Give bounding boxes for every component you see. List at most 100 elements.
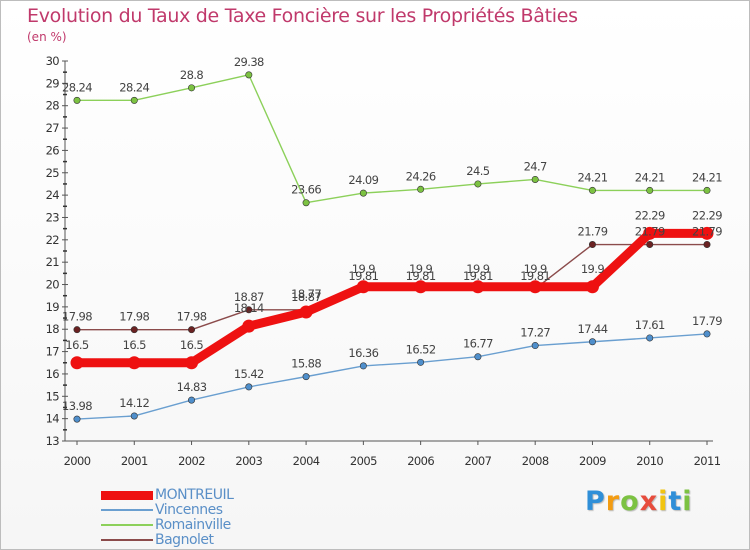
- y-tick-label: 25: [46, 166, 60, 180]
- legend-swatch-bagnolet: [101, 539, 153, 541]
- data-point-bagnolet: [245, 306, 253, 314]
- data-point-montreuil: [643, 226, 657, 240]
- logo-letter: o: [620, 486, 640, 517]
- logo-letter: r: [605, 486, 621, 517]
- data-label-vincennes: 16.77: [463, 337, 493, 351]
- chart-title: Evolution du Taux de Taxe Foncière sur l…: [27, 5, 578, 27]
- y-tick-label: 23: [46, 210, 60, 224]
- data-point-vincennes: [188, 396, 196, 404]
- data-label-romainville: 24.7: [524, 159, 547, 173]
- data-label-romainville: 29.38: [234, 55, 264, 69]
- data-label-romainville: 28.24: [119, 80, 149, 94]
- data-point-montreuil: [356, 280, 370, 294]
- data-point-montreuil: [299, 305, 313, 319]
- data-label-vincennes: 14.12: [119, 396, 149, 410]
- y-tick-label: 22: [46, 233, 60, 247]
- data-point-romainville: [73, 96, 81, 104]
- y-tick-label: 30: [46, 54, 60, 68]
- data-label-vincennes: 15.88: [291, 357, 321, 371]
- data-label-montreuil: 18.14: [234, 301, 264, 315]
- data-point-montreuil: [585, 280, 599, 294]
- data-label-bagnolet: 17.98: [177, 310, 207, 324]
- data-label-montreuil: 22.29: [692, 208, 722, 222]
- data-point-vincennes: [474, 353, 482, 361]
- data-label-vincennes: 17.44: [577, 322, 607, 336]
- legend-label-montreuil: MONTREUIL: [155, 487, 234, 503]
- y-tick-label: 13: [46, 434, 60, 448]
- data-label-vincennes: 16.36: [348, 346, 378, 360]
- series-line-vincennes: [76, 333, 708, 420]
- legend-item-bagnolet: Bagnolet: [101, 533, 233, 548]
- data-point-vincennes: [302, 373, 310, 381]
- data-point-montreuil: [127, 356, 141, 370]
- data-label-bagnolet: 21.79: [635, 225, 665, 239]
- data-label-montreuil: 19.9: [581, 262, 604, 276]
- chart-subtitle: (en %): [27, 30, 67, 44]
- data-point-vincennes: [646, 334, 654, 342]
- legend-swatch-montreuil: [101, 490, 153, 500]
- legend: MONTREUIL Vincennes Romainville Bagnolet: [101, 487, 234, 548]
- data-label-montreuil: 22.29: [635, 208, 665, 222]
- logo-letter: t: [668, 486, 683, 517]
- data-point-bagnolet: [130, 326, 138, 334]
- legend-item-romainville: Romainville: [101, 518, 233, 533]
- x-tick-label: 2010: [636, 454, 663, 468]
- x-tick-label: 2006: [407, 454, 434, 468]
- data-label-montreuil: 16.5: [123, 338, 146, 352]
- data-label-bagnolet: 17.98: [62, 310, 92, 324]
- legend-label-bagnolet: Bagnolet: [155, 532, 214, 548]
- data-point-vincennes: [531, 342, 539, 350]
- proxiti-logo: Proxiti: [585, 486, 693, 517]
- data-point-vincennes: [245, 383, 253, 391]
- legend-item-vincennes: Vincennes: [101, 503, 233, 518]
- y-tick-label: 21: [46, 255, 60, 269]
- data-label-vincennes: 13.98: [62, 399, 92, 413]
- data-point-bagnolet: [703, 241, 711, 249]
- data-label-bagnolet: 19.81: [463, 269, 493, 283]
- data-label-bagnolet: 17.98: [119, 310, 149, 324]
- legend-swatch-romainville: [101, 524, 153, 526]
- data-point-vincennes: [417, 358, 425, 366]
- data-point-montreuil: [528, 280, 542, 294]
- series-line-montreuil: [72, 228, 712, 368]
- data-label-bagnolet: 18.87: [234, 290, 264, 304]
- legend-item-montreuil: MONTREUIL: [101, 487, 234, 503]
- data-point-vincennes: [130, 412, 138, 420]
- series-lines-layer: [70, 71, 714, 423]
- data-point-montreuil: [700, 226, 714, 240]
- data-point-romainville: [245, 71, 253, 79]
- data-label-vincennes: 15.42: [234, 367, 264, 381]
- data-point-bagnolet: [73, 326, 81, 334]
- y-tick-label: 26: [46, 143, 60, 157]
- data-point-montreuil: [185, 356, 199, 370]
- data-point-vincennes: [359, 362, 367, 370]
- data-point-bagnolet: [188, 326, 196, 334]
- data-point-romainville: [417, 185, 425, 193]
- data-point-bagnolet: [646, 241, 654, 249]
- data-point-vincennes: [73, 415, 81, 423]
- data-label-bagnolet: 18.87: [291, 290, 321, 304]
- y-tick-label: 19: [46, 300, 60, 314]
- data-point-romainville: [474, 180, 482, 188]
- data-label-bagnolet: 21.79: [577, 225, 607, 239]
- data-label-bagnolet: 19.81: [520, 269, 550, 283]
- y-tick-label: 29: [46, 76, 60, 90]
- data-point-montreuil: [471, 280, 485, 294]
- data-point-romainville: [359, 189, 367, 197]
- x-tick-label: 2001: [121, 454, 148, 468]
- y-tick-label: 24: [46, 188, 60, 202]
- data-label-bagnolet: 21.79: [692, 225, 722, 239]
- y-tick-label: 14: [46, 412, 60, 426]
- data-point-romainville: [646, 186, 654, 194]
- logo-letter: i: [658, 486, 669, 517]
- x-tick-label: 2003: [235, 454, 262, 468]
- y-tick-label: 27: [46, 121, 60, 135]
- data-label-romainville: 24.26: [406, 169, 436, 183]
- x-tick-label: 2008: [522, 454, 549, 468]
- data-label-vincennes: 17.61: [635, 318, 665, 332]
- y-tick-label: 20: [46, 278, 60, 292]
- data-label-montreuil: 19.9: [466, 262, 489, 276]
- data-label-montreuil: 19.9: [524, 262, 547, 276]
